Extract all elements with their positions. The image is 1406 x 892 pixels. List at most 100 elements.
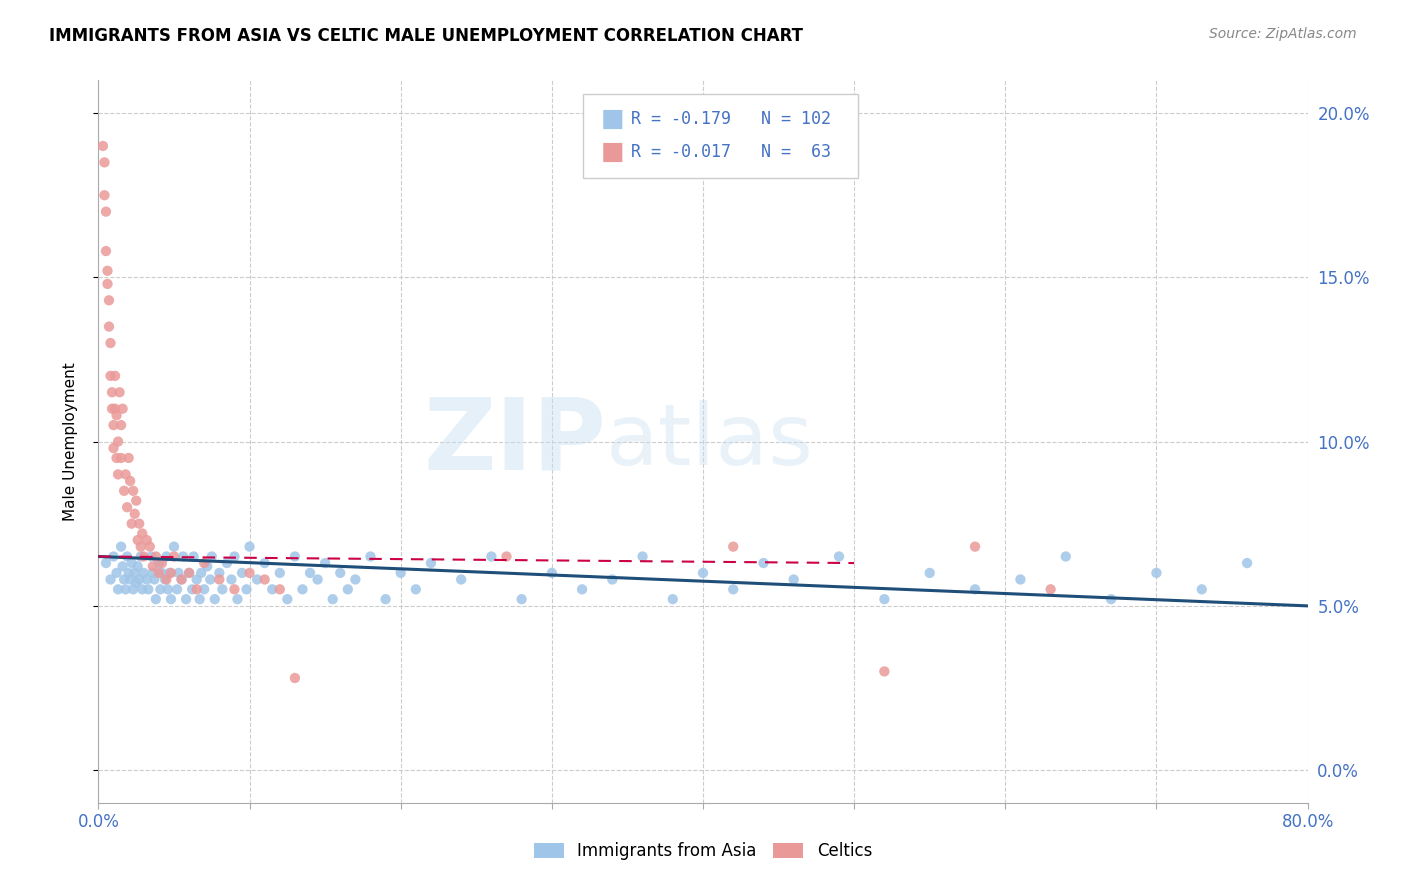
Point	[235, 582, 257, 597]
Point	[752, 556, 775, 570]
Point	[159, 566, 181, 580]
Point	[540, 566, 562, 580]
Point	[155, 549, 177, 564]
Point	[284, 549, 307, 564]
Point	[150, 566, 173, 580]
Point	[692, 566, 714, 580]
Point	[201, 549, 224, 564]
Point	[91, 139, 114, 153]
Point	[170, 573, 193, 587]
Point	[101, 385, 124, 400]
Point	[155, 573, 177, 587]
Point	[965, 582, 987, 597]
Point	[122, 582, 145, 597]
Point	[132, 566, 155, 580]
Point	[208, 573, 231, 587]
Point	[269, 582, 291, 597]
Point	[239, 540, 262, 554]
Point	[226, 592, 249, 607]
Point	[188, 592, 211, 607]
Y-axis label: Male Unemployment: Male Unemployment	[63, 362, 77, 521]
Point	[110, 540, 132, 554]
Point	[103, 549, 125, 564]
Point	[103, 441, 125, 455]
Point	[181, 582, 204, 597]
Point	[186, 582, 208, 597]
Point	[124, 507, 146, 521]
Point	[246, 573, 269, 587]
Point	[131, 526, 153, 541]
Point	[389, 566, 412, 580]
Point	[100, 368, 122, 383]
Point	[170, 573, 193, 587]
Point	[167, 566, 190, 580]
Point	[190, 566, 212, 580]
Point	[94, 244, 117, 258]
Point	[142, 566, 165, 580]
Point	[322, 592, 344, 607]
Point	[360, 549, 382, 564]
Point	[153, 573, 176, 587]
Point	[98, 319, 121, 334]
Point	[783, 573, 806, 587]
Point	[98, 293, 121, 308]
Point	[120, 474, 142, 488]
Point	[299, 566, 322, 580]
Point	[110, 450, 132, 465]
Point	[148, 556, 170, 570]
Point	[96, 277, 118, 291]
Point	[166, 582, 188, 597]
Point	[115, 549, 138, 564]
Point	[145, 592, 167, 607]
Point	[105, 409, 128, 423]
Point	[193, 582, 215, 597]
Point	[510, 592, 533, 607]
Point	[127, 533, 149, 547]
Point	[221, 573, 243, 587]
Point	[195, 559, 218, 574]
Point	[918, 566, 941, 580]
Point	[284, 671, 307, 685]
Point	[135, 533, 157, 547]
Point	[291, 582, 314, 597]
Legend: Immigrants from Asia, Celtics: Immigrants from Asia, Celtics	[527, 836, 879, 867]
Point	[120, 573, 142, 587]
Point	[100, 573, 122, 587]
Point	[103, 418, 125, 433]
Point	[129, 549, 152, 564]
Point	[276, 592, 298, 607]
Point	[100, 336, 122, 351]
Point	[405, 582, 427, 597]
Point	[1054, 549, 1077, 564]
Point	[111, 559, 134, 574]
Point	[344, 573, 367, 587]
Point	[127, 559, 149, 574]
Point	[104, 368, 127, 383]
Point	[571, 582, 593, 597]
Point	[163, 540, 186, 554]
Point	[135, 573, 157, 587]
Point	[108, 385, 131, 400]
Point	[1191, 582, 1213, 597]
Point	[122, 483, 145, 498]
Point	[124, 566, 146, 580]
Point	[239, 566, 262, 580]
Point	[118, 450, 141, 465]
Point	[307, 573, 329, 587]
Point	[314, 556, 336, 570]
Point	[163, 549, 186, 564]
Point	[224, 582, 246, 597]
Point	[873, 665, 896, 679]
Point	[139, 540, 162, 554]
Point	[118, 566, 141, 580]
Point	[94, 556, 117, 570]
Point	[110, 418, 132, 433]
Point	[186, 573, 208, 587]
Text: IMMIGRANTS FROM ASIA VS CELTIC MALE UNEMPLOYMENT CORRELATION CHART: IMMIGRANTS FROM ASIA VS CELTIC MALE UNEM…	[49, 27, 803, 45]
Point	[129, 540, 152, 554]
Point	[1144, 566, 1167, 580]
Point	[723, 540, 745, 554]
Point	[420, 556, 443, 570]
Point	[128, 516, 150, 531]
Text: R = -0.017   N =  63: R = -0.017 N = 63	[631, 143, 831, 161]
